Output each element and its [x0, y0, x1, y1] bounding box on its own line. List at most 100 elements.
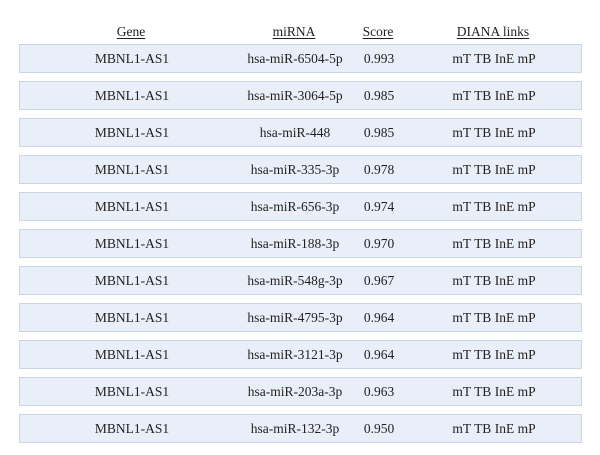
score-cell: 0.985: [363, 125, 395, 140]
diana-link-ine[interactable]: InE: [494, 125, 515, 140]
score-cell: 0.963: [363, 384, 395, 399]
table-row: MBNL1-AS1 hsa-miR-4795-3p 0.964 mT TB InE m…: [19, 303, 582, 332]
diana-link-ine[interactable]: InE: [494, 236, 515, 251]
mirna-table: Gene miRNA Score DIANA links MBNL1-AS1 hs…: [19, 0, 582, 451]
diana-link-tb[interactable]: TB: [474, 421, 492, 436]
score-cell: 0.993: [363, 51, 395, 66]
diana-link-tb[interactable]: TB: [474, 310, 492, 325]
diana-link-tb[interactable]: TB: [474, 273, 492, 288]
score-cell: 0.978: [363, 162, 395, 177]
diana-link-mp[interactable]: mP: [517, 273, 536, 288]
diana-link-mt[interactable]: mT: [452, 421, 471, 436]
diana-link-mt[interactable]: mT: [452, 125, 471, 140]
diana-link-mp[interactable]: mP: [517, 199, 536, 214]
diana-link-mp[interactable]: mP: [517, 88, 536, 103]
diana-link-ine[interactable]: InE: [494, 421, 515, 436]
diana-link-tb[interactable]: TB: [474, 125, 492, 140]
diana-links-cell: mT TB InE mP: [452, 119, 535, 146]
diana-link-mt[interactable]: mT: [452, 384, 471, 399]
diana-link-mt[interactable]: mT: [452, 310, 471, 325]
mirna-cell: hsa-miR-335-3p: [250, 162, 340, 177]
mirna-cell: hsa-miR-548g-3p: [247, 273, 343, 288]
table-body: MBNL1-AS1 hsa-miR-6504-5p 0.993 mT TB InE m…: [19, 44, 582, 443]
diana-link-mt[interactable]: mT: [452, 273, 471, 288]
diana-link-ine[interactable]: InE: [494, 310, 515, 325]
mirna-cell: hsa-miR-132-3p: [250, 421, 340, 436]
table-row: MBNL1-AS1 hsa-miR-132-3p 0.950 mT TB InE mP: [19, 414, 582, 443]
gene-cell: MBNL1-AS1: [94, 421, 170, 436]
diana-link-tb[interactable]: TB: [474, 88, 492, 103]
diana-link-mt[interactable]: mT: [452, 162, 471, 177]
diana-link-mp[interactable]: mP: [517, 162, 536, 177]
gene-cell: MBNL1-AS1: [94, 88, 170, 103]
diana-link-mp[interactable]: mP: [517, 347, 536, 362]
diana-link-mt[interactable]: mT: [452, 51, 471, 66]
diana-link-tb[interactable]: TB: [474, 199, 492, 214]
diana-link-ine[interactable]: InE: [494, 162, 515, 177]
diana-link-mt[interactable]: mT: [452, 88, 471, 103]
gene-cell: MBNL1-AS1: [94, 236, 170, 251]
mirna-cell: hsa-miR-656-3p: [250, 199, 340, 214]
diana-link-tb[interactable]: TB: [474, 236, 492, 251]
diana-link-mp[interactable]: mP: [517, 421, 536, 436]
diana-link-mt[interactable]: mT: [452, 236, 471, 251]
mirna-cell: hsa-miR-203a-3p: [247, 384, 343, 399]
gene-column-header[interactable]: Gene: [116, 24, 146, 39]
score-cell: 0.964: [363, 310, 395, 325]
table-row: MBNL1-AS1 hsa-miR-203a-3p 0.963 mT TB InE m…: [19, 377, 582, 406]
mirna-cell: hsa-miR-188-3p: [250, 236, 340, 251]
diana-link-tb[interactable]: TB: [474, 347, 492, 362]
gene-cell: MBNL1-AS1: [94, 384, 170, 399]
diana-link-mp[interactable]: mP: [517, 236, 536, 251]
table-row: MBNL1-AS1 hsa-miR-3064-5p 0.985 mT TB InE m…: [19, 81, 582, 110]
diana-link-tb[interactable]: TB: [474, 384, 492, 399]
diana-link-ine[interactable]: InE: [494, 273, 515, 288]
mirna-column-header[interactable]: miRNA: [272, 24, 316, 39]
diana-link-mt[interactable]: mT: [452, 347, 471, 362]
diana-link-tb[interactable]: TB: [474, 162, 492, 177]
gene-cell: MBNL1-AS1: [94, 125, 170, 140]
diana-links-cell: mT TB InE mP: [452, 230, 535, 257]
gene-cell: MBNL1-AS1: [94, 310, 170, 325]
gene-cell: MBNL1-AS1: [94, 347, 170, 362]
mirna-cell: hsa-miR-3064-5p: [247, 88, 343, 103]
score-column-header[interactable]: Score: [362, 24, 394, 39]
mirna-cell: hsa-miR-4795-3p: [247, 310, 343, 325]
diana-links-cell: mT TB InE mP: [452, 378, 535, 405]
diana-link-tb[interactable]: TB: [474, 51, 492, 66]
diana-links-cell: mT TB InE mP: [452, 304, 535, 331]
diana-link-ine[interactable]: InE: [494, 384, 515, 399]
diana-link-ine[interactable]: InE: [494, 88, 515, 103]
diana-link-mp[interactable]: mP: [517, 51, 536, 66]
score-cell: 0.950: [363, 421, 395, 436]
diana-links-cell: mT TB InE mP: [452, 267, 535, 294]
mirna-cell: hsa-miR-3121-3p: [247, 347, 343, 362]
mirna-cell: hsa-miR-6504-5p: [247, 51, 343, 66]
diana-links-cell: mT TB InE mP: [452, 45, 535, 72]
diana-link-ine[interactable]: InE: [494, 199, 515, 214]
table-row: MBNL1-AS1 hsa-miR-448 0.985 mT TB InE mP: [19, 118, 582, 147]
diana-links-cell: mT TB InE mP: [452, 415, 535, 442]
table-header: Gene miRNA Score DIANA links: [19, 0, 582, 44]
diana-link-mt[interactable]: mT: [452, 199, 471, 214]
score-cell: 0.970: [363, 236, 395, 251]
diana-links-cell: mT TB InE mP: [452, 82, 535, 109]
gene-cell: MBNL1-AS1: [94, 162, 170, 177]
gene-cell: MBNL1-AS1: [94, 273, 170, 288]
diana-link-mp[interactable]: mP: [517, 125, 536, 140]
diana-links-cell: mT TB InE mP: [452, 156, 535, 183]
table-row: MBNL1-AS1 hsa-miR-656-3p 0.974 mT TB InE mP: [19, 192, 582, 221]
diana-link-mp[interactable]: mP: [517, 384, 536, 399]
diana-link-ine[interactable]: InE: [494, 347, 515, 362]
table-row: MBNL1-AS1 hsa-miR-548g-3p 0.967 mT TB InE m…: [19, 266, 582, 295]
score-cell: 0.985: [363, 88, 395, 103]
table-row: MBNL1-AS1 hsa-miR-188-3p 0.970 mT TB InE mP: [19, 229, 582, 258]
diana-link-mp[interactable]: mP: [517, 310, 536, 325]
diana-links-cell: mT TB InE mP: [452, 341, 535, 368]
gene-cell: MBNL1-AS1: [94, 51, 170, 66]
diana-link-ine[interactable]: InE: [494, 51, 515, 66]
diana-links-column-header[interactable]: DIANA links: [456, 24, 530, 39]
score-cell: 0.964: [363, 347, 395, 362]
table-row: MBNL1-AS1 hsa-miR-335-3p 0.978 mT TB InE mP: [19, 155, 582, 184]
score-cell: 0.974: [363, 199, 395, 214]
